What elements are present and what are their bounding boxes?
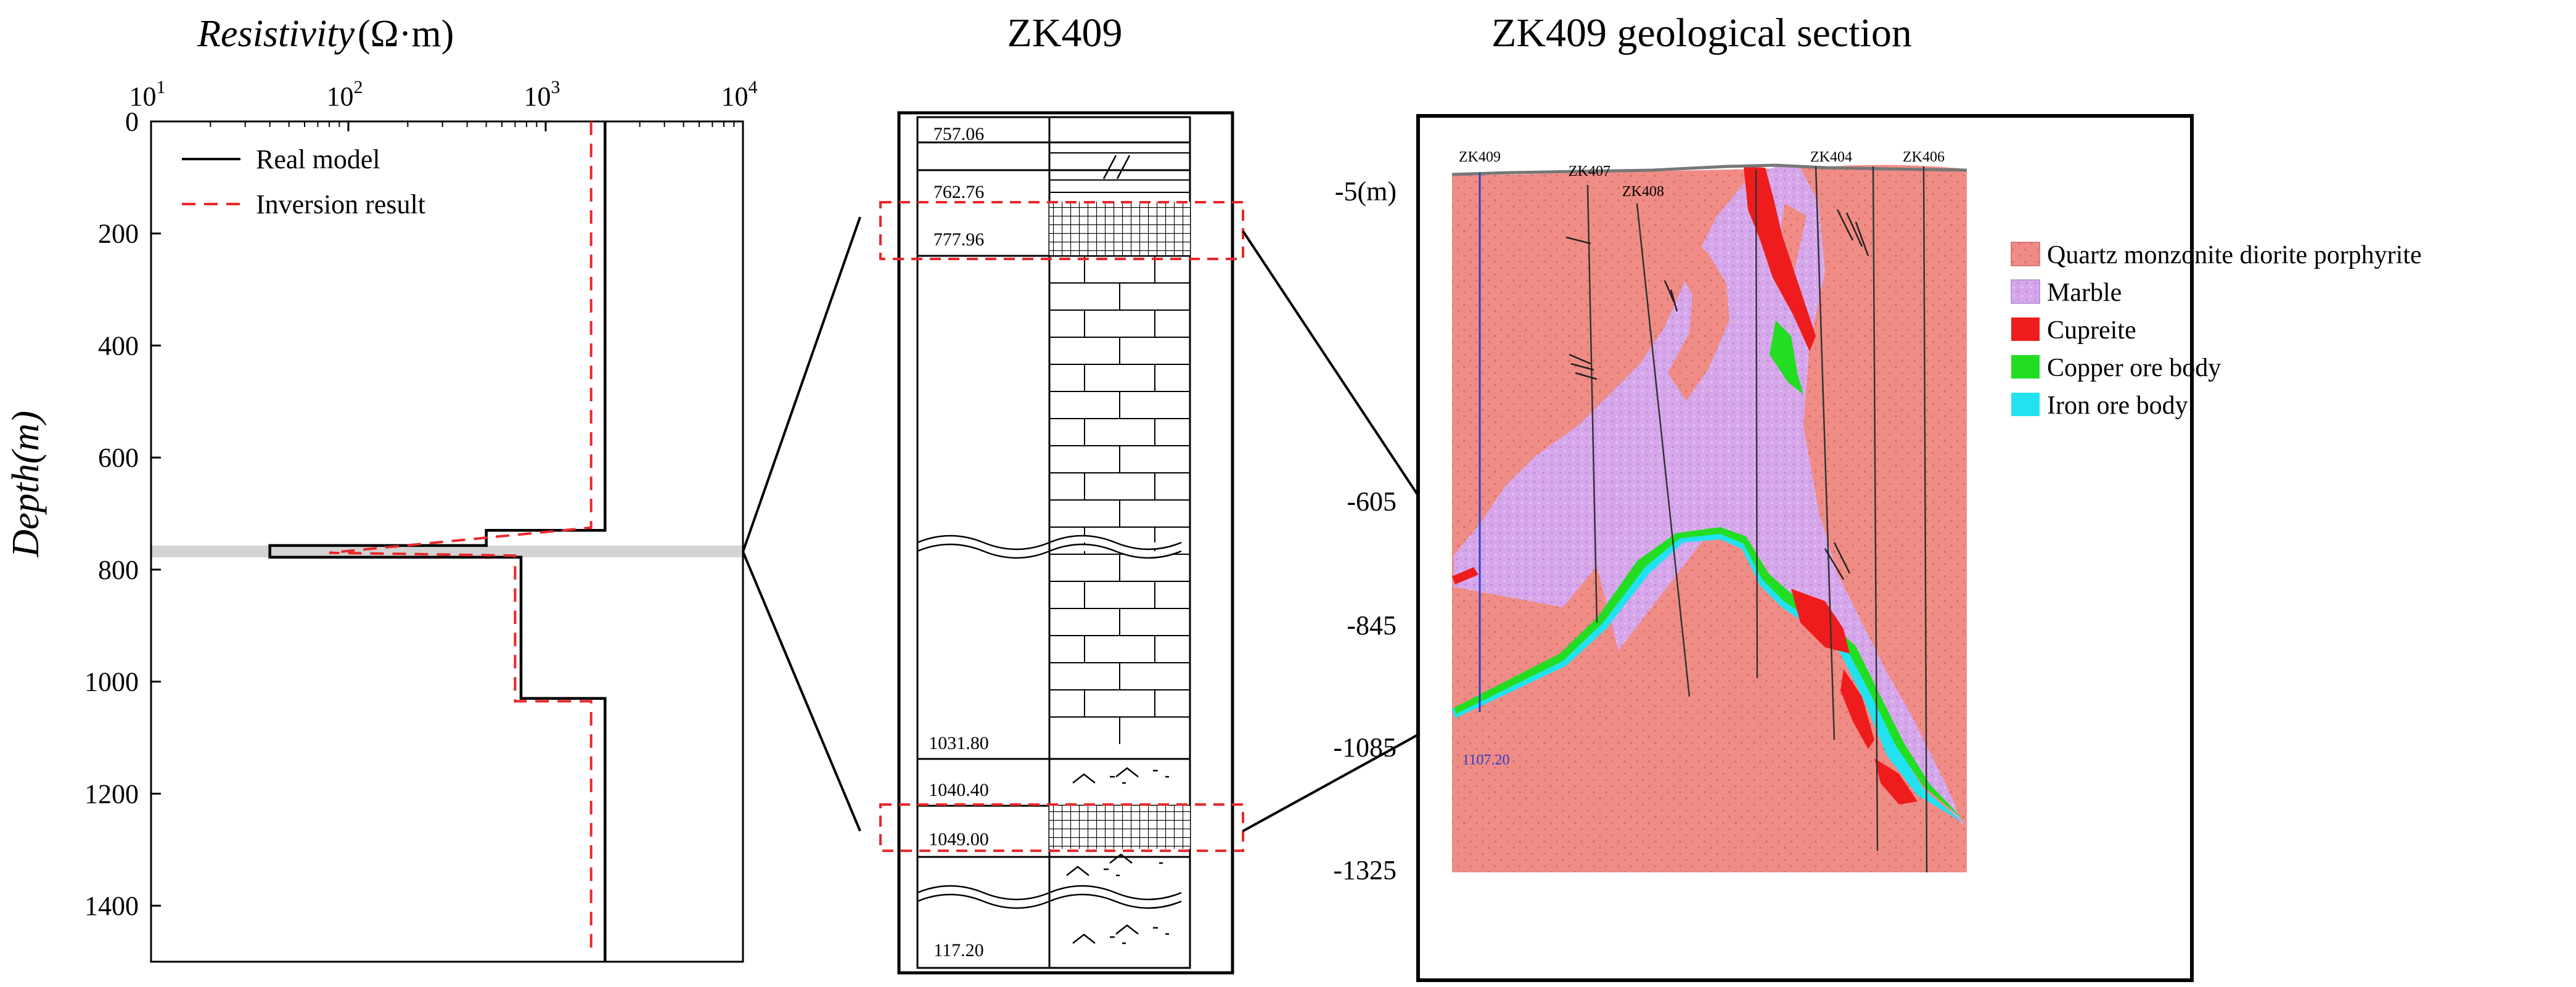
- legend-label: Real model: [256, 144, 380, 174]
- geological-section: ZK409 geological section -5(m) -605 -845…: [1333, 10, 2422, 982]
- intrusive-symbol: [1066, 866, 1120, 877]
- legend-item-quartz-monzonite: Quartz monzonite diorite porphyrite: [2011, 241, 2422, 269]
- y-axis-label: Depth(m): [5, 411, 47, 558]
- section-depth-label: -605: [1347, 486, 1397, 517]
- borehole-zk406: [1872, 166, 1879, 851]
- unconformity-line: [917, 534, 1182, 559]
- legend-swatch: [2011, 317, 2040, 341]
- x-tick-label: 103: [524, 77, 560, 112]
- cupreite-lens: [1840, 669, 1874, 749]
- log-depth-label: 777.96: [933, 229, 985, 250]
- highlight-box-upper: [879, 201, 1244, 260]
- intrusive-symbol: [1115, 767, 1169, 778]
- log-title: ZK409: [1007, 10, 1123, 55]
- ground-surface: [1451, 163, 1967, 176]
- intrusive-symbol: [1109, 853, 1163, 864]
- intrusive-symbol: [1115, 924, 1169, 935]
- section-depth-label: -1085: [1333, 732, 1397, 763]
- log-depth-label: 1040.40: [929, 780, 989, 800]
- intrusive-symbol: [1072, 933, 1126, 944]
- legend-swatch: [2011, 279, 2040, 304]
- x-tick-label: 104: [721, 77, 758, 112]
- section-depth-label: -845: [1347, 610, 1397, 641]
- marble-body: [1454, 165, 1964, 826]
- y-tick-label: 600: [98, 443, 139, 473]
- legend-swatch: [2011, 355, 2040, 379]
- borehole-zk404: [1815, 166, 1836, 740]
- x-tick-exponent: 4: [749, 77, 758, 97]
- y-tick-label: 0: [125, 107, 139, 137]
- x-tick-label: 102: [327, 77, 363, 112]
- log-depth-label: 117.20: [933, 940, 983, 960]
- log-depth-label: 757.06: [933, 124, 985, 144]
- legend-label: Inversion result: [256, 189, 425, 219]
- chart-plot-area: 101 102 103 1040200400600800100012001400Rea…: [84, 77, 758, 963]
- lithology-column: [917, 141, 1190, 944]
- well-label: ZK404: [1810, 149, 1852, 165]
- section-depth-label: -5(m): [1335, 176, 1397, 207]
- boreholes: [1479, 166, 1928, 873]
- borehole-zk408: [1636, 203, 1691, 697]
- connector-lines-left: [742, 216, 861, 832]
- legend-swatch: [2011, 242, 2040, 266]
- x-tick-exponent: 2: [354, 77, 363, 97]
- y-tick-label: 1000: [84, 667, 139, 697]
- section-title: ZK409 geological section: [1491, 10, 1912, 55]
- copper-ore-band: [1454, 527, 1964, 820]
- log-depth-labels: 757.06 762.76 777.96 1031.80 1040.40 104…: [929, 124, 989, 960]
- unconformity-line: [917, 885, 1182, 909]
- ore-zone-lower: [1049, 806, 1190, 849]
- x-tick-exponent: 1: [157, 77, 166, 97]
- well-bottom-label: 1107.20: [1462, 752, 1509, 768]
- legend-label: Copper ore body: [2047, 354, 2221, 382]
- plot-frame: [150, 120, 744, 963]
- borehole-central: [1755, 169, 1758, 679]
- section-legend: Quartz monzonite diorite porphyrite Marb…: [2011, 241, 2422, 420]
- legend-label: Iron ore body: [2047, 391, 2188, 420]
- borehole-east: [1922, 166, 1928, 873]
- series-line-inversion-result: [329, 121, 593, 951]
- copper-body: [1770, 321, 1803, 395]
- ore-zone-upper: [1049, 202, 1190, 256]
- legend-item-cupreite: Cupreite: [2011, 316, 2136, 345]
- legend-label: Marble: [2047, 279, 2122, 307]
- slash-marks: [1102, 155, 1131, 179]
- highlight-band: [151, 545, 744, 557]
- intrusive-symbol: [1072, 773, 1126, 784]
- legend-item-copper: Copper ore body: [2011, 354, 2221, 382]
- y-tick-label: 1200: [84, 779, 139, 809]
- veins: [1565, 209, 1869, 580]
- host-rock-inclusion: [1668, 222, 1729, 401]
- x-axis-unit: (Ω·m): [358, 13, 454, 55]
- y-tick-label: 200: [98, 219, 139, 249]
- well-label: ZK407: [1569, 163, 1610, 179]
- legend-swatch: [2011, 393, 2040, 416]
- well-label: ZK406: [1903, 149, 1945, 165]
- cupreite-lens: [1791, 589, 1850, 653]
- legend-item-marble: Marble: [2011, 279, 2122, 307]
- series-line-real-model: [268, 121, 607, 962]
- resistivity-chart: Resistivity (Ω·m) Depth(m) 101 102 103 1040…: [5, 13, 758, 963]
- legend-label: Cupreite: [2047, 316, 2136, 345]
- borehole-zk407: [1586, 184, 1598, 623]
- legend-label: Quartz monzonite diorite porphyrite: [2047, 241, 2422, 269]
- legend-item-iron: Iron ore body: [2011, 391, 2188, 420]
- cupreite-lens: [1452, 567, 1479, 584]
- borehole-log: ZK409 757.06 762.76 777.96 1031.80 1040.…: [879, 10, 1244, 975]
- y-tick-label: 400: [98, 330, 139, 361]
- x-axis-label: Resistivity: [197, 13, 355, 55]
- cupreite-body: [1744, 166, 1816, 351]
- section-depth-labels: -5(m) -605 -845 -1085 -1325: [1333, 176, 1397, 885]
- y-tick-label: 800: [98, 555, 139, 585]
- log-depth-label: 762.76: [933, 182, 985, 202]
- cupreite-lens: [1874, 758, 1918, 805]
- well-label: ZK408: [1622, 184, 1664, 200]
- log-depth-label: 1031.80: [929, 733, 989, 753]
- y-tick-label: 1400: [84, 891, 139, 921]
- log-depth-label: 1049.00: [929, 829, 989, 850]
- well-label: ZK409: [1459, 149, 1501, 165]
- section-depth-label: -1325: [1333, 855, 1397, 885]
- x-tick-exponent: 3: [551, 77, 560, 97]
